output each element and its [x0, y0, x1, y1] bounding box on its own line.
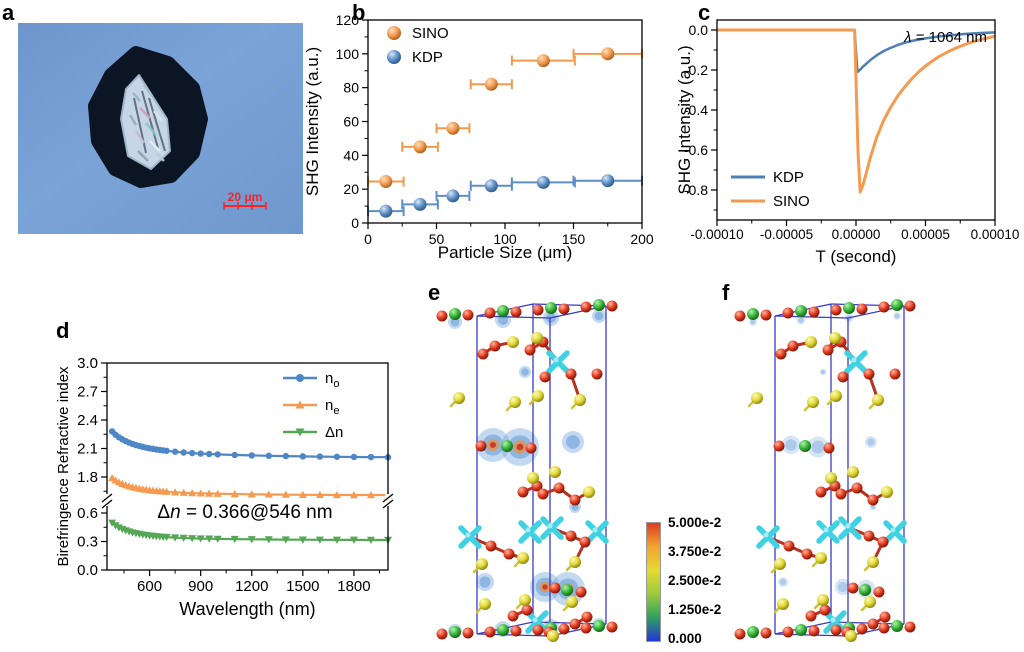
svg-text:-0.2: -0.2: [684, 62, 708, 78]
svg-text:100: 100: [493, 231, 517, 247]
series-n_e: [108, 473, 392, 499]
svg-text:no: no: [325, 370, 339, 390]
svg-text:0.00010: 0.00010: [971, 227, 1020, 242]
svg-text:SHG Intensity (a.u.): SHG Intensity (a.u.): [303, 47, 322, 196]
colorbar-gradient: [646, 522, 661, 642]
svg-text:1.8: 1.8: [77, 469, 98, 486]
legend: KDP SINO: [731, 169, 810, 210]
chart-refractive-index: 600 900 1200 1500 1800 1.8 2.1 2.4 2.7 3.0 0.0 0.3 0…: [55, 355, 394, 619]
panel-label-e: e: [428, 280, 441, 305]
atoms: [734, 299, 916, 642]
svg-text:SHG Intensity (a.u.): SHG Intensity (a.u.): [675, 45, 694, 194]
series-KDP: [367, 174, 643, 218]
series-Δn: [108, 519, 392, 544]
scale-bar-text: 20 μm: [228, 190, 263, 204]
svg-text:-0.8: -0.8: [684, 182, 708, 198]
svg-text:Δn: Δn: [325, 424, 343, 441]
series-SINO: [367, 47, 643, 189]
svg-text:0.00000: 0.00000: [832, 227, 881, 242]
legend: SINO KDP: [387, 25, 449, 66]
panel-label-c: c: [698, 0, 711, 25]
svg-text:-0.00010: -0.00010: [690, 227, 743, 242]
isosurfaces: [749, 312, 901, 635]
svg-text:T (second): T (second): [816, 247, 897, 266]
panel-label-f: f: [722, 280, 730, 305]
svg-text:0: 0: [364, 231, 372, 247]
svg-text:SINO: SINO: [773, 193, 810, 210]
svg-text:150: 150: [562, 231, 586, 247]
colorbar: 5.000e-2 3.750e-2 2.500e-2 1.250e-2 0.00…: [646, 514, 756, 650]
svg-text:-0.00005: -0.00005: [760, 227, 813, 242]
crystal-structure-e: [436, 299, 618, 642]
curve-SINO: [717, 28, 996, 194]
svg-text:60: 60: [343, 114, 359, 130]
chart-shg-decay: -0.00010 -0.00005 0.00000 0.00005 0.00010 0.0…: [675, 19, 1020, 266]
annotation-wavelength: λ = 1064 nm: [903, 29, 987, 46]
svg-text:SINO: SINO: [412, 25, 449, 42]
svg-text:2.7: 2.7: [77, 384, 98, 401]
crystal-photo: 20 μm: [18, 23, 303, 234]
svg-text:0.0: 0.0: [77, 562, 98, 579]
svg-text:2.1: 2.1: [77, 441, 98, 458]
svg-text:Particle Size (μm): Particle Size (μm): [438, 243, 572, 262]
atoms: [436, 299, 618, 642]
svg-text:200: 200: [630, 231, 654, 247]
panel-label-d: d: [56, 318, 70, 343]
svg-text:0.0: 0.0: [689, 22, 709, 38]
svg-text:-0.4: -0.4: [684, 102, 708, 118]
svg-text:80: 80: [343, 80, 359, 96]
svg-text:-0.6: -0.6: [684, 142, 708, 158]
svg-text:0: 0: [351, 215, 359, 231]
svg-text:3.0: 3.0: [77, 355, 98, 372]
colorbar-tick: 0.000: [668, 631, 702, 646]
svg-text:1500: 1500: [286, 578, 319, 595]
colorbar-tick: 5.000e-2: [668, 515, 722, 530]
svg-text:0.00005: 0.00005: [901, 227, 950, 242]
svg-text:ne: ne: [325, 397, 339, 417]
chart-shg-vs-particle-size: 0 50 100 150 200 0 20 40 60 80 100 120 SINO KDP Partic…: [303, 12, 654, 262]
svg-text:120: 120: [336, 12, 360, 28]
svg-text:100: 100: [336, 46, 360, 62]
svg-text:0.6: 0.6: [77, 505, 98, 522]
svg-text:50: 50: [429, 231, 445, 247]
svg-text:2.4: 2.4: [77, 412, 98, 429]
svg-text:600: 600: [137, 578, 162, 595]
panel-label-b: b: [352, 0, 366, 25]
svg-text:Birefringence Refractive index: Birefringence Refractive index: [55, 366, 72, 567]
colorbar-tick: 2.500e-2: [668, 573, 722, 588]
svg-text:1200: 1200: [235, 578, 268, 595]
microscope-image: 20 μm: [18, 23, 303, 234]
svg-text:900: 900: [188, 578, 213, 595]
annotation-birefringence: Δn = 0.366@546 nm: [157, 502, 332, 523]
crystal-structure-f: [734, 299, 916, 642]
panel-label-a: a: [2, 0, 15, 25]
svg-text:0.3: 0.3: [77, 534, 98, 551]
svg-text:1800: 1800: [337, 578, 370, 595]
svg-text:20: 20: [343, 181, 359, 197]
series-n_o: [108, 428, 392, 461]
colorbar-tick: 1.250e-2: [668, 602, 722, 617]
svg-text:KDP: KDP: [412, 49, 443, 66]
legend: no ne Δn: [283, 370, 343, 441]
svg-text:Wavelength (nm): Wavelength (nm): [179, 599, 315, 619]
svg-text:KDP: KDP: [773, 169, 804, 186]
colorbar-tick: 3.750e-2: [668, 544, 722, 559]
svg-text:40: 40: [343, 147, 359, 163]
